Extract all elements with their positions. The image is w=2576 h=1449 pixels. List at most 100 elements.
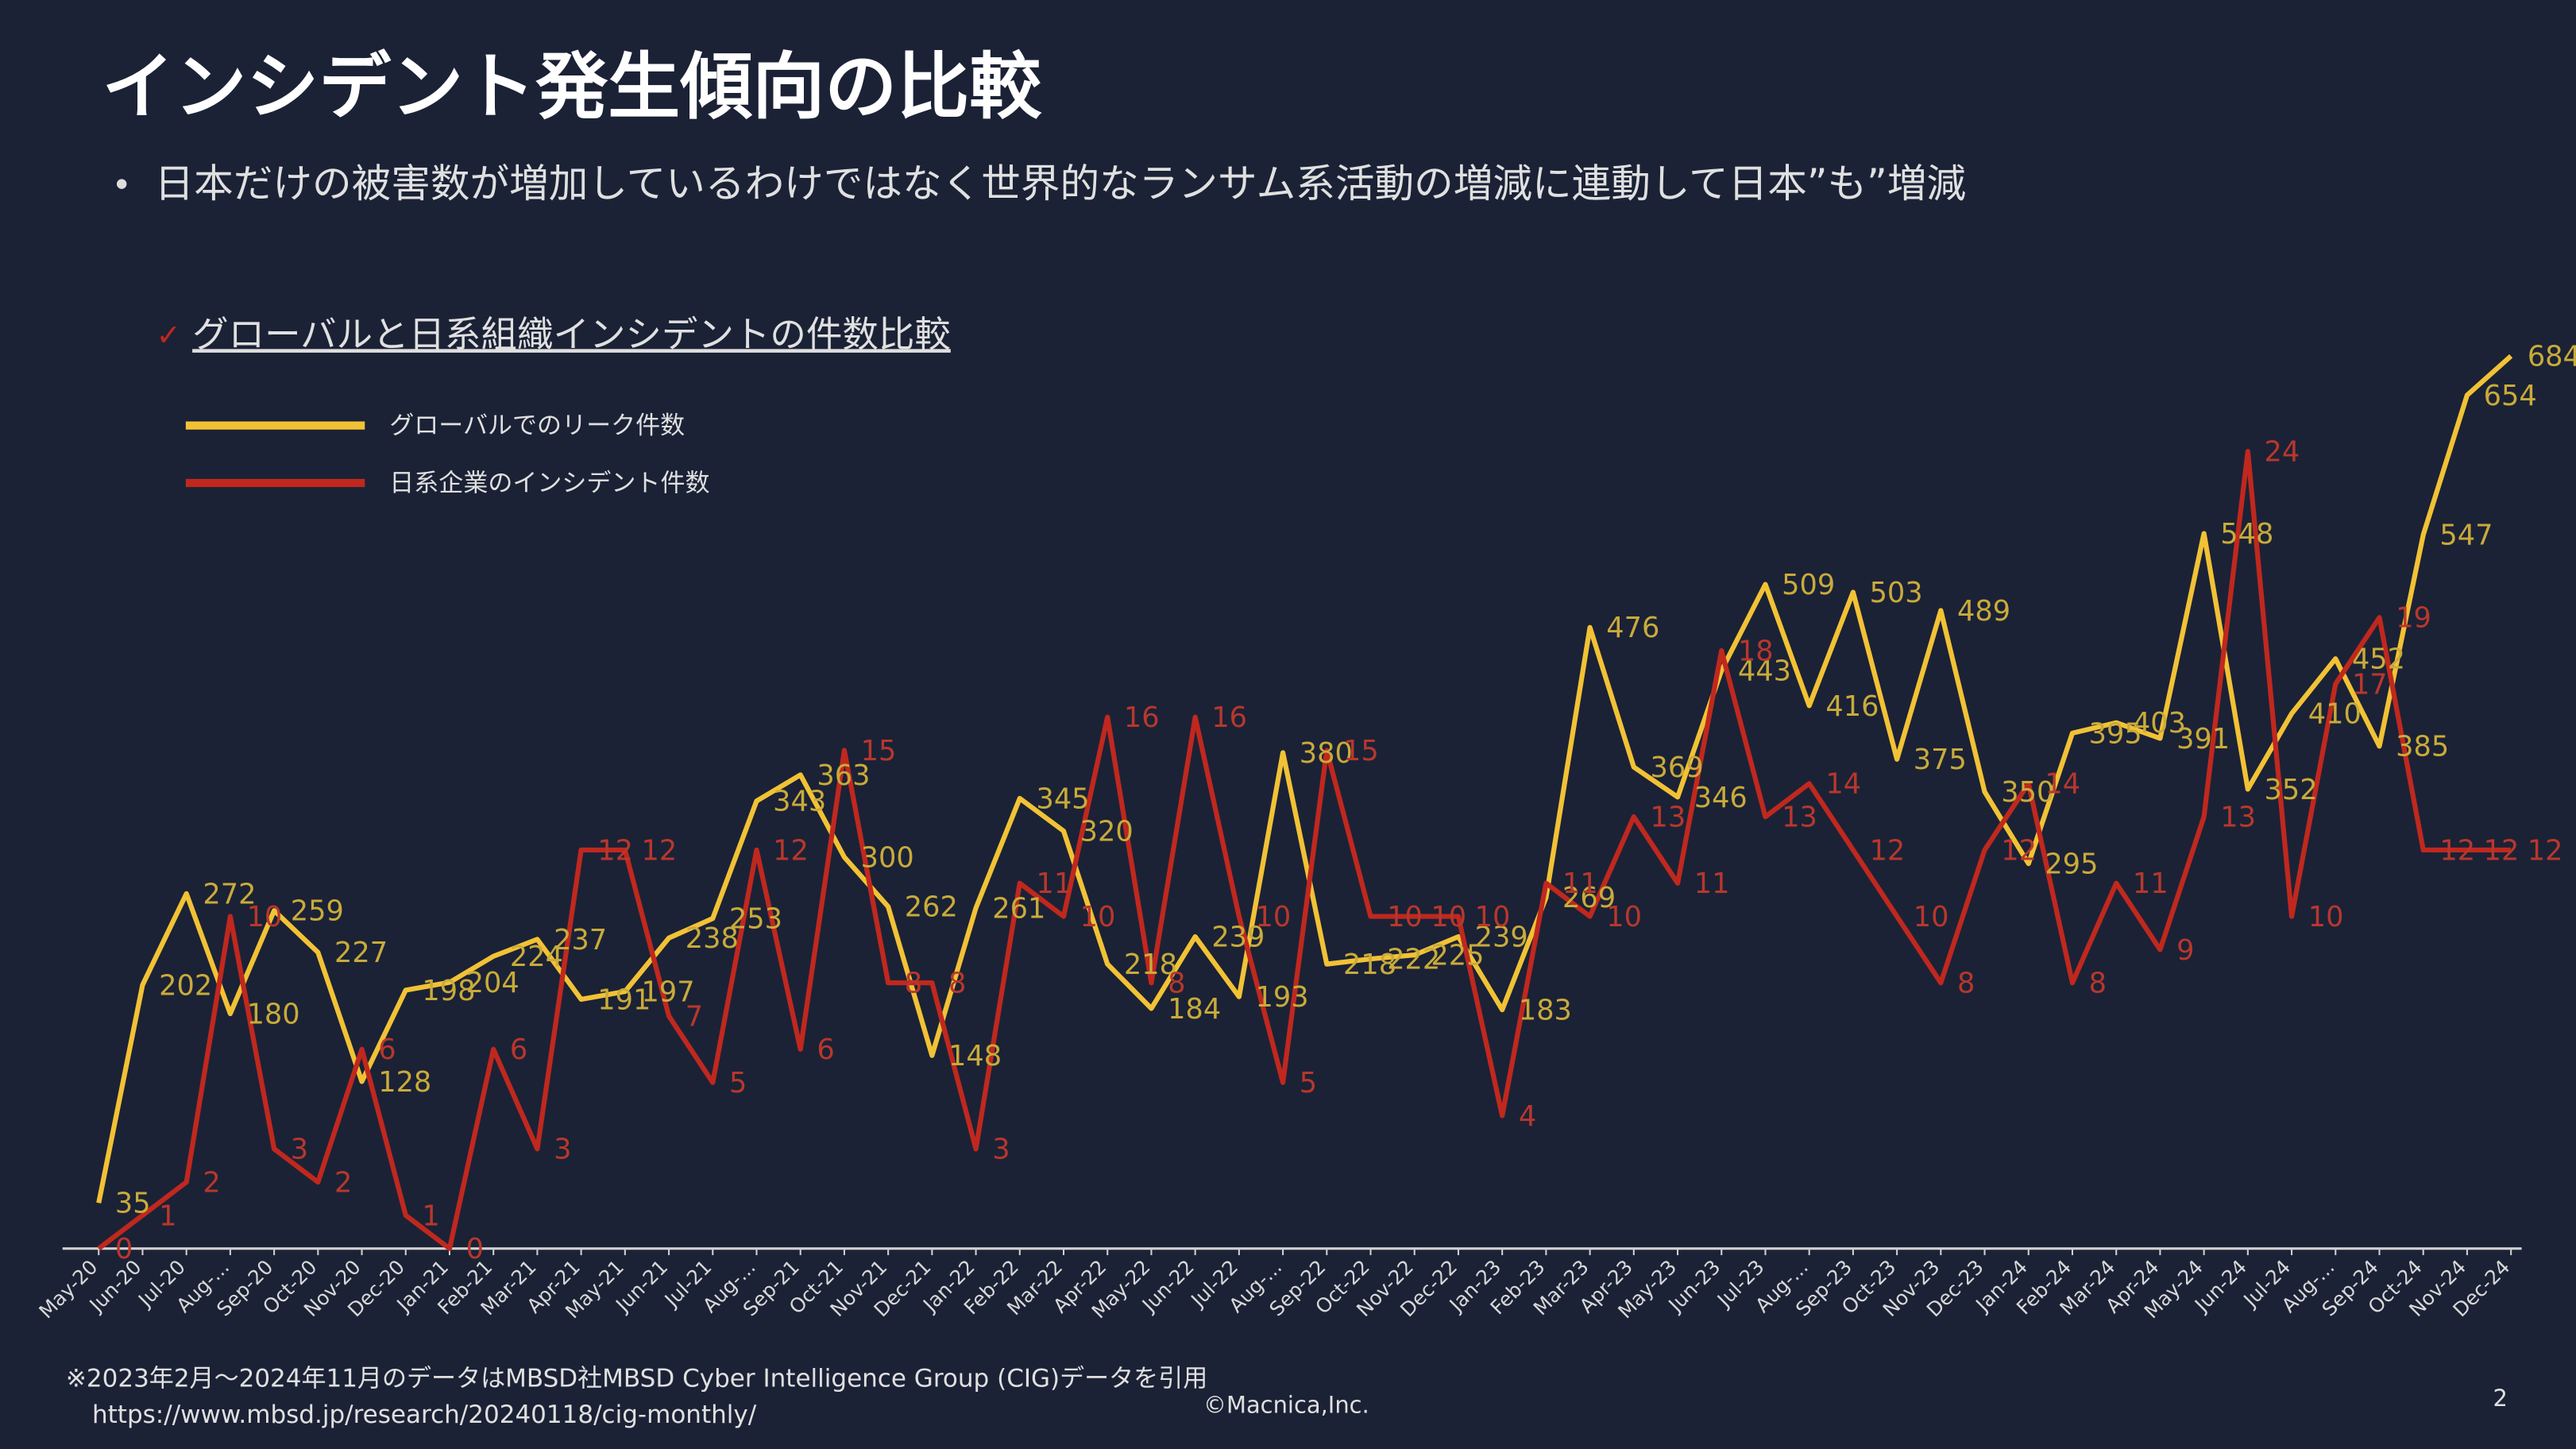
data-label: 218 xyxy=(1124,949,1177,981)
data-label: 395 xyxy=(2089,717,2142,750)
data-label: 24 xyxy=(2265,436,2300,469)
data-label: 261 xyxy=(992,892,1045,925)
data-label: 6 xyxy=(817,1034,834,1066)
data-label: 12 xyxy=(2528,834,2563,867)
data-label: 416 xyxy=(1825,690,1879,723)
slide-title: インシデント発生傾向の比較 xyxy=(102,46,1042,129)
data-label: 10 xyxy=(2308,901,2344,933)
data-label: 16 xyxy=(1211,701,1247,734)
data-label: 369 xyxy=(1651,752,1704,784)
data-label: 225 xyxy=(1431,940,1484,972)
data-label: 12 xyxy=(2001,834,2037,867)
data-label: 654 xyxy=(2484,380,2537,412)
data-label: 184 xyxy=(1168,993,1221,1026)
data-label: 12 xyxy=(2439,834,2475,867)
data-label: 2 xyxy=(334,1166,352,1199)
data-label: 1 xyxy=(422,1200,439,1232)
data-label: 380 xyxy=(1300,737,1353,770)
data-label: 547 xyxy=(2439,520,2493,552)
data-label: 12 xyxy=(642,834,678,867)
data-label: 35 xyxy=(115,1188,151,1220)
data-label: 5 xyxy=(1300,1067,1317,1099)
data-label: 14 xyxy=(2045,768,2080,801)
data-label: 11 xyxy=(1694,867,1730,900)
data-label: 269 xyxy=(1562,882,1616,914)
data-label: 10 xyxy=(1256,901,1292,933)
data-label: 12 xyxy=(2484,834,2520,867)
data-label: 259 xyxy=(291,895,344,928)
data-label: 509 xyxy=(1782,569,1835,601)
legend-label: 日系企業のインシデント件数 xyxy=(389,469,709,497)
data-label: 191 xyxy=(597,983,651,1016)
data-label: 238 xyxy=(686,922,739,955)
data-label: 17 xyxy=(2352,668,2388,701)
data-label: 10 xyxy=(1914,901,1949,933)
data-label: 7 xyxy=(686,1000,703,1033)
data-label: 11 xyxy=(1562,867,1598,900)
data-label: 350 xyxy=(2001,776,2054,809)
data-label: 13 xyxy=(1651,802,1686,834)
data-label: 410 xyxy=(2308,698,2362,731)
data-label: 128 xyxy=(378,1066,431,1099)
data-label: 12 xyxy=(773,834,809,867)
data-label: 0 xyxy=(115,1233,133,1265)
data-label: 8 xyxy=(905,968,922,1000)
data-label: 237 xyxy=(554,924,607,956)
data-label: 6 xyxy=(378,1034,396,1066)
data-label: 8 xyxy=(1957,968,1975,1000)
data-label: 13 xyxy=(1782,802,1817,834)
series-line xyxy=(97,449,2512,1251)
data-label: 262 xyxy=(905,891,958,924)
footnote: ※2023年2月～2024年11月のデータはMBSD社MBSD Cyber In… xyxy=(66,1364,1207,1393)
data-label: 11 xyxy=(1036,867,1072,900)
data-label: 352 xyxy=(2265,774,2318,806)
data-label: 222 xyxy=(1387,943,1440,976)
data-label: 5 xyxy=(729,1067,747,1099)
data-label: 3 xyxy=(291,1134,308,1166)
data-label: 403 xyxy=(2133,707,2186,740)
data-label: 3 xyxy=(554,1134,571,1166)
bullet xyxy=(116,179,127,189)
data-label: 684 xyxy=(2528,341,2576,373)
data-label: 1 xyxy=(159,1200,176,1232)
legend-label: グローバルでのリーク件数 xyxy=(389,412,685,440)
data-label: 183 xyxy=(1519,995,1572,1027)
data-label: 10 xyxy=(1475,901,1511,933)
data-label: 15 xyxy=(861,735,897,767)
data-label: 9 xyxy=(2176,934,2194,967)
data-label: 10 xyxy=(247,901,283,933)
data-label: 2 xyxy=(203,1166,220,1199)
source-url: https://www.mbsd.jp/research/20240118/ci… xyxy=(92,1401,757,1429)
copyright: ©Macnica,Inc. xyxy=(1203,1392,1369,1419)
data-label: 8 xyxy=(1168,968,1185,1000)
data-label: 10 xyxy=(1606,901,1642,933)
data-label: 10 xyxy=(1431,901,1466,933)
data-label: 180 xyxy=(247,998,300,1030)
data-label: 218 xyxy=(1343,949,1396,981)
data-label: 452 xyxy=(2352,643,2405,676)
chart-title: グローバルと日系組織インシデントの件数比較 xyxy=(192,313,951,355)
data-label: 198 xyxy=(422,975,475,1007)
data-label: 19 xyxy=(2396,602,2431,635)
data-label: 10 xyxy=(1387,901,1423,933)
data-label: 14 xyxy=(1825,768,1861,801)
data-label: 0 xyxy=(466,1233,484,1265)
data-label: 345 xyxy=(1036,782,1089,815)
data-label: 8 xyxy=(948,968,966,1000)
data-label: 295 xyxy=(2045,848,2098,881)
data-label: 224 xyxy=(510,941,563,973)
data-label: 391 xyxy=(2176,723,2230,755)
subtitle: 日本だけの被害数が増加しているわけではなく世界的なランサム系活動の増減に連動して… xyxy=(155,160,1967,207)
data-label: 6 xyxy=(510,1034,527,1066)
data-label: 239 xyxy=(1211,922,1265,954)
data-label: 15 xyxy=(1343,735,1379,767)
data-label: 12 xyxy=(1870,834,1906,867)
data-label: 227 xyxy=(334,937,388,969)
data-label: 202 xyxy=(159,969,212,1002)
data-label: 204 xyxy=(466,967,519,999)
data-label: 443 xyxy=(1738,655,1791,687)
data-label: 197 xyxy=(642,976,695,1009)
